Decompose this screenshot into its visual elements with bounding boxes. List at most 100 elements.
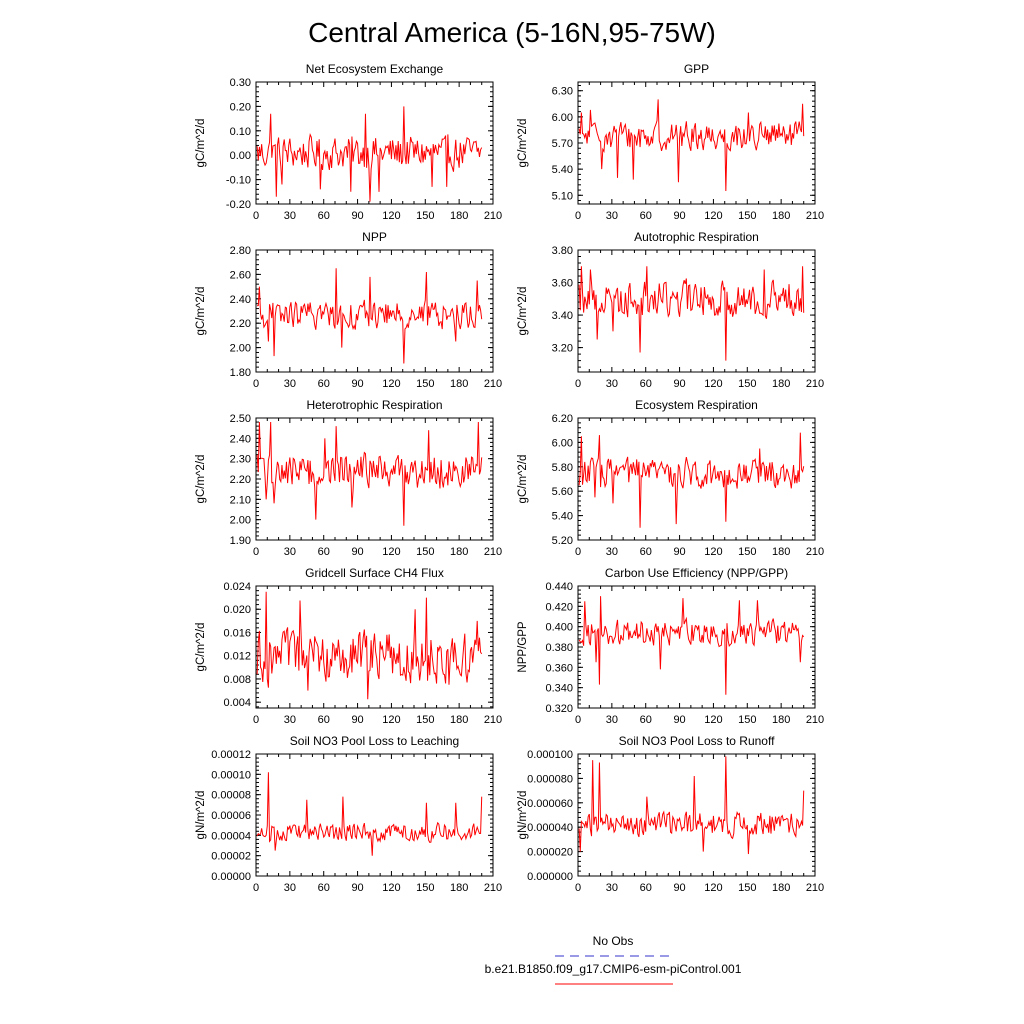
- x-tick-label: 180: [450, 882, 468, 894]
- y-tick-label: 5.60: [552, 486, 573, 498]
- y-tick-label: -0.10: [226, 175, 251, 187]
- x-tick-label: 150: [738, 546, 756, 558]
- y-tick-label: 0.000100: [527, 749, 573, 761]
- plot-frame: [577, 417, 816, 541]
- x-tick-label: 180: [772, 546, 790, 558]
- y-tick-label: 0.320: [545, 703, 573, 715]
- y-tick-label: 1.90: [230, 535, 251, 547]
- x-tick-label: 90: [351, 210, 363, 222]
- plot-frame: [255, 81, 494, 205]
- x-tick-label: 60: [640, 546, 652, 558]
- x-tick-label: 210: [484, 378, 502, 390]
- x-tick-label: 180: [772, 714, 790, 726]
- x-tick-label: 180: [772, 210, 790, 222]
- chart-panel-6: Ecosystem Respiration gC/m^2/d 0 30 60 90 120 1…: [517, 398, 824, 558]
- y-tick-label: 2.30: [230, 454, 251, 466]
- plot-frame: [255, 585, 494, 709]
- panel-title: NPP: [362, 230, 387, 244]
- y-axis-label: gC/m^2/d: [195, 119, 207, 168]
- x-tick-label: 30: [284, 546, 296, 558]
- y-tick-label: 0.00006: [211, 810, 251, 822]
- x-tick-label: 30: [606, 546, 618, 558]
- plot-frame: [255, 249, 494, 373]
- y-tick-label: 0.20: [230, 101, 251, 113]
- series-line: [256, 422, 483, 526]
- y-tick-label: 0.000020: [527, 847, 573, 859]
- chart-panel-7: Gridcell Surface CH4 Flux gC/m^2/d 0 30 60 90…: [195, 566, 502, 726]
- series-line: [257, 268, 483, 364]
- chart-panel-4: Autotrophic Respiration gC/m^2/d 0 30 60 90 12…: [517, 230, 824, 390]
- y-tick-label: 0.420: [545, 601, 573, 613]
- x-tick-label: 210: [484, 546, 502, 558]
- x-tick-label: 90: [673, 378, 685, 390]
- x-tick-label: 180: [450, 210, 468, 222]
- y-tick-label: 6.00: [552, 112, 573, 124]
- y-tick-label: 0.020: [223, 604, 251, 616]
- y-axis-label: gN/m^2/d: [517, 791, 529, 840]
- x-tick-label: 30: [606, 882, 618, 894]
- y-tick-label: 3.20: [552, 343, 573, 355]
- y-tick-label: 2.40: [230, 433, 251, 445]
- x-tick-label: 210: [484, 882, 502, 894]
- y-tick-label: 0.340: [545, 683, 573, 695]
- x-tick-label: 120: [704, 378, 722, 390]
- y-tick-label: 1.80: [230, 367, 251, 379]
- panel-title: Heterotrophic Respiration: [306, 398, 442, 412]
- y-tick-label: 5.10: [552, 190, 573, 202]
- y-tick-label: 5.40: [552, 164, 573, 176]
- plot-frame: [577, 585, 816, 709]
- x-tick-label: 210: [806, 882, 824, 894]
- x-tick-label: 90: [351, 378, 363, 390]
- x-tick-label: 60: [318, 210, 330, 222]
- x-tick-label: 210: [806, 210, 824, 222]
- x-tick-label: 90: [673, 882, 685, 894]
- y-tick-label: 0.440: [545, 581, 573, 593]
- y-tick-label: 2.00: [230, 343, 251, 355]
- x-tick-label: 120: [382, 378, 400, 390]
- panel-title: Soil NO3 Pool Loss to Runoff: [619, 734, 776, 748]
- x-tick-label: 60: [318, 546, 330, 558]
- x-tick-label: 150: [738, 882, 756, 894]
- y-tick-label: 0.30: [230, 77, 251, 89]
- x-tick-label: 150: [416, 378, 434, 390]
- y-tick-label: 3.40: [552, 310, 573, 322]
- y-tick-label: 2.80: [230, 245, 251, 257]
- x-tick-label: 0: [575, 546, 581, 558]
- y-tick-label: -0.20: [226, 199, 251, 211]
- x-tick-label: 120: [382, 714, 400, 726]
- plot-frame: [577, 249, 816, 373]
- chart-panel-2: GPP gC/m^2/d 0 30 60 90 120 150 180 210 5.10 5.40 5.…: [517, 62, 824, 222]
- y-tick-label: 6.30: [552, 86, 573, 98]
- y-axis-label: gC/m^2/d: [195, 455, 207, 504]
- y-axis-label: gC/m^2/d: [517, 119, 529, 168]
- y-tick-label: 0.000080: [527, 773, 573, 785]
- x-tick-label: 30: [606, 210, 618, 222]
- y-tick-label: 5.80: [552, 462, 573, 474]
- y-tick-label: 0.360: [545, 662, 573, 674]
- y-tick-label: 0.00012: [211, 749, 251, 761]
- chart-panel-8: Carbon Use Efficiency (NPP/GPP) NPP/GPP 0 3…: [517, 566, 824, 726]
- panel-title: Gridcell Surface CH4 Flux: [305, 566, 444, 580]
- x-tick-label: 90: [673, 210, 685, 222]
- x-tick-label: 0: [253, 714, 259, 726]
- x-tick-label: 180: [450, 546, 468, 558]
- y-tick-label: 6.20: [552, 413, 573, 425]
- x-tick-label: 120: [704, 210, 722, 222]
- series-line: [256, 772, 483, 856]
- x-tick-label: 150: [416, 210, 434, 222]
- y-tick-label: 6.00: [552, 437, 573, 449]
- x-tick-label: 150: [416, 714, 434, 726]
- x-tick-label: 60: [640, 378, 652, 390]
- x-tick-label: 60: [318, 714, 330, 726]
- y-tick-label: 2.20: [230, 474, 251, 486]
- y-axis-label: gN/m^2/d: [195, 791, 207, 840]
- panel-title: Autotrophic Respiration: [634, 230, 759, 244]
- x-tick-label: 120: [704, 714, 722, 726]
- plot-frame: [255, 753, 494, 877]
- chart-panel-5: Heterotrophic Respiration gC/m^2/d 0 30 60 90…: [195, 398, 502, 558]
- plot-frame: [577, 753, 816, 877]
- chart-panel-3: NPP gC/m^2/d 0 30 60 90 120 150 180 210 1.80 2.00 2.…: [195, 230, 502, 390]
- x-tick-label: 30: [284, 378, 296, 390]
- y-tick-label: 2.50: [230, 413, 251, 425]
